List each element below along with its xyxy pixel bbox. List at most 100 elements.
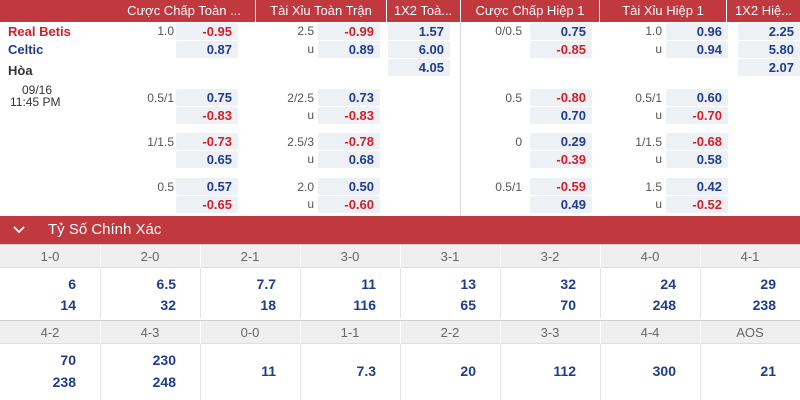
header-ft-1x2[interactable]: 1X2 Toà... <box>393 3 453 18</box>
ft-ou-over-odds[interactable]: 0.73 <box>318 89 380 106</box>
column-separator <box>500 344 501 400</box>
header-ft-handicap[interactable]: Cược Chấp Toàn ... <box>127 3 241 18</box>
header-separator <box>255 0 256 22</box>
ft-ou-under-odds[interactable]: 0.68 <box>318 151 380 168</box>
h1-1x2-draw-odds[interactable]: 2.07 <box>738 59 800 76</box>
chevron-down-icon[interactable] <box>12 223 26 237</box>
score-odds-away[interactable]: 238 <box>52 374 76 390</box>
h1-ou-under-odds[interactable]: -0.52 <box>666 196 728 213</box>
score-odds-away[interactable]: 248 <box>152 374 176 390</box>
score-odds-away[interactable]: 65 <box>460 297 476 313</box>
h1-handicap-home-odds[interactable]: 0.29 <box>530 133 592 150</box>
ft-handicap-home-odds[interactable]: 0.57 <box>176 178 238 195</box>
column-separator <box>200 268 201 318</box>
draw-label: Hòa <box>8 63 33 78</box>
score-label: 3-1 <box>440 249 460 264</box>
score-odds-home[interactable]: 70 <box>60 352 76 368</box>
header-h1-1x2[interactable]: 1X2 Hiệ... <box>734 3 793 18</box>
ft-ou-over-odds[interactable]: 0.50 <box>318 178 380 195</box>
match-date: 09/16 <box>22 83 53 97</box>
ft-1x2-home-odds[interactable]: 1.57 <box>388 23 450 40</box>
score-odds-home[interactable]: 13 <box>460 276 476 292</box>
score-label: 1-0 <box>40 249 60 264</box>
ft-ou-under-odds[interactable]: -0.60 <box>318 196 380 213</box>
score-odds-single[interactable]: 300 <box>652 363 676 379</box>
h1-handicap-home-odds[interactable]: 0.75 <box>530 23 592 40</box>
h1-ou-over-odds[interactable]: -0.68 <box>666 133 728 150</box>
h1-ou-under-odds[interactable]: 0.58 <box>666 151 728 168</box>
score-labels-row-1: 1-0 2-0 2-1 3-0 3-1 3-2 4-0 4-1 <box>0 244 800 269</box>
ft-handicap-away-odds[interactable]: 0.65 <box>176 151 238 168</box>
column-separator <box>600 245 601 269</box>
score-odds-away[interactable]: 248 <box>652 297 676 313</box>
header-h1-handicap[interactable]: Cược Chấp Hiệp 1 <box>475 3 585 18</box>
ft-handicap-home-odds[interactable]: -0.95 <box>176 23 238 40</box>
score-odds-home[interactable]: 24 <box>660 276 676 292</box>
header-separator <box>460 0 461 22</box>
score-odds-away[interactable]: 238 <box>752 297 776 313</box>
ft-1x2-away-odds[interactable]: 6.00 <box>388 41 450 58</box>
away-team-name: Celtic <box>8 42 44 57</box>
ft-ou-over-odds[interactable]: -0.78 <box>318 133 380 150</box>
score-odds-home[interactable]: 6 <box>68 276 76 292</box>
score-odds-single[interactable]: 11 <box>261 363 276 379</box>
h1-ou-over-odds[interactable]: 0.60 <box>666 89 728 106</box>
score-odds-single[interactable]: 7.3 <box>356 363 376 379</box>
ft-ou-under-label: u <box>307 108 314 122</box>
h1-handicap-home-odds[interactable]: -0.59 <box>530 178 592 195</box>
score-odds-home[interactable]: 7.7 <box>256 276 276 292</box>
h1-ou-under-odds[interactable]: -0.70 <box>666 107 728 124</box>
h1-ou-under-odds[interactable]: 0.94 <box>666 41 728 58</box>
correct-score-section-header[interactable]: Tỷ Số Chính Xác <box>0 216 800 244</box>
h1-ou-line: 1.5 <box>645 180 662 194</box>
h1-1x2-away-odds[interactable]: 5.80 <box>738 41 800 58</box>
score-odds-away[interactable]: 14 <box>60 297 76 313</box>
ft-1x2-draw-odds[interactable]: 4.05 <box>388 59 450 76</box>
h1-handicap-away-odds[interactable]: -0.39 <box>530 151 592 168</box>
h1-ou-under-label: u <box>655 152 662 166</box>
ft-ou-under-odds[interactable]: -0.83 <box>318 107 380 124</box>
score-odds-home[interactable]: 230 <box>152 352 176 368</box>
h1-handicap-line: 0 <box>515 135 522 149</box>
column-separator <box>700 321 701 345</box>
h1-1x2-home-odds[interactable]: 2.25 <box>738 23 800 40</box>
ft-ou-under-odds[interactable]: 0.89 <box>318 41 380 58</box>
h1-handicap-line: 0/0.5 <box>495 24 522 38</box>
score-label: 2-1 <box>240 249 260 264</box>
score-odds-home[interactable]: 29 <box>760 276 776 292</box>
column-separator <box>600 344 601 400</box>
column-separator <box>600 268 601 318</box>
h1-ou-over-odds[interactable]: 0.96 <box>666 23 728 40</box>
h1-handicap-home-odds[interactable]: -0.80 <box>530 89 592 106</box>
score-odds-home[interactable]: 32 <box>560 276 576 292</box>
ft-handicap-home-odds[interactable]: 0.75 <box>176 89 238 106</box>
column-separator <box>700 245 701 269</box>
column-separator <box>300 245 301 269</box>
h1-ou-line: 1.0 <box>645 24 662 38</box>
column-separator <box>200 344 201 400</box>
score-odds-single[interactable]: 20 <box>460 363 476 379</box>
ft-handicap-away-odds[interactable]: 0.87 <box>176 41 238 58</box>
ft-handicap-line: 0.5 <box>157 180 174 194</box>
score-odds-home[interactable]: 11 <box>361 276 376 292</box>
score-odds-home[interactable]: 6.5 <box>156 276 176 292</box>
h1-ou-over-odds[interactable]: 0.42 <box>666 178 728 195</box>
header-h1-over-under[interactable]: Tài Xỉu Hiệp 1 <box>622 3 704 18</box>
score-odds-away[interactable]: 18 <box>260 297 276 313</box>
ft-handicap-away-odds[interactable]: -0.83 <box>176 107 238 124</box>
score-label: 4-2 <box>40 325 60 340</box>
h1-handicap-away-odds[interactable]: -0.85 <box>530 41 592 58</box>
ft-ou-over-odds[interactable]: -0.99 <box>318 23 380 40</box>
score-odds-single[interactable]: 21 <box>760 363 776 379</box>
h1-handicap-away-odds[interactable]: 0.70 <box>530 107 592 124</box>
score-odds-away[interactable]: 116 <box>353 297 376 313</box>
score-odds-away[interactable]: 70 <box>560 297 576 313</box>
header-ft-over-under[interactable]: Tài Xỉu Toàn Trận <box>270 3 372 18</box>
ft-handicap-home-odds[interactable]: -0.73 <box>176 133 238 150</box>
ft-handicap-away-odds[interactable]: -0.65 <box>176 196 238 213</box>
score-odds-away[interactable]: 32 <box>160 297 176 313</box>
column-separator <box>100 245 101 269</box>
score-odds-single[interactable]: 112 <box>553 363 576 379</box>
score-label: 3-3 <box>540 325 560 340</box>
h1-handicap-away-odds[interactable]: 0.49 <box>530 196 592 213</box>
